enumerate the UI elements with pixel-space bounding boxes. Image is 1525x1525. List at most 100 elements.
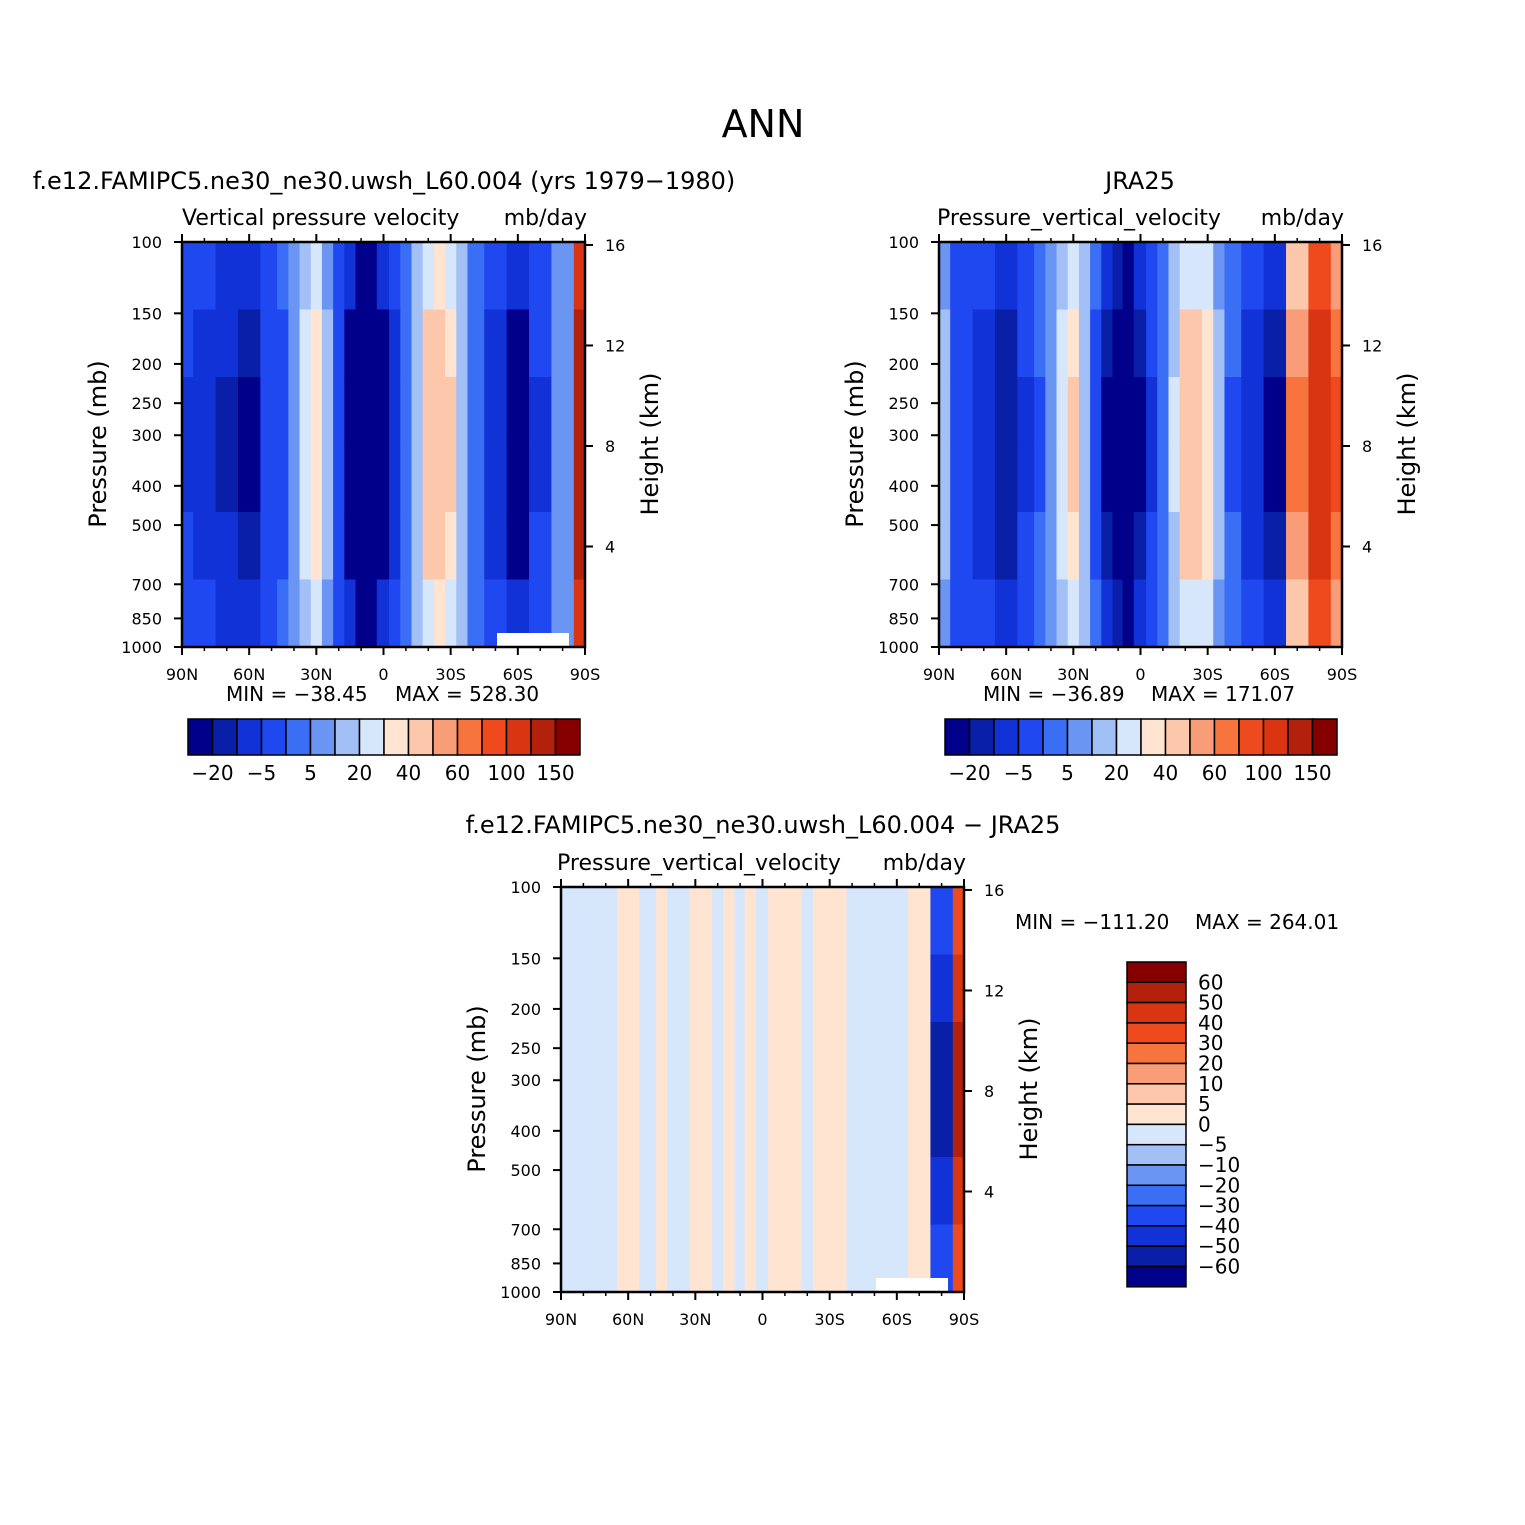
panel-obs-variable: Pressure_vertical_velocity bbox=[937, 206, 1221, 231]
panel-model-cell bbox=[422, 444, 435, 513]
panel-diff-cell bbox=[616, 1022, 640, 1090]
panel-obs-cell bbox=[1330, 512, 1342, 580]
panel-obs-cell bbox=[1090, 309, 1102, 378]
panel-diff-cell bbox=[678, 1157, 691, 1225]
panel-diff-variable: Pressure_vertical_velocity bbox=[557, 851, 841, 876]
panel-model-cell bbox=[376, 579, 390, 647]
panel-obs-colorbar-box bbox=[968, 718, 995, 756]
panel-obs-cell bbox=[1045, 242, 1058, 310]
panel-obs-cell bbox=[1112, 579, 1124, 647]
panel-diff-colorbar-label: −60 bbox=[1198, 1255, 1240, 1279]
panel-diff-cell bbox=[801, 954, 814, 1023]
panel-diff-cell bbox=[908, 1157, 931, 1225]
panel-obs-cell bbox=[1101, 512, 1114, 580]
panel-obs-cell bbox=[972, 309, 996, 378]
panel-model-cell bbox=[237, 242, 261, 310]
panel-model-colorbar-label: 5 bbox=[304, 761, 317, 785]
panel-model-cell bbox=[321, 444, 334, 513]
panel-diff-cell bbox=[768, 887, 780, 955]
panel-obs-cell bbox=[1263, 377, 1287, 445]
panel-obs-cell bbox=[1122, 512, 1135, 580]
panel-obs-colorbar-label: 5 bbox=[1061, 761, 1074, 785]
panel-obs-ytick-label: 250 bbox=[888, 394, 919, 413]
panel-diff-cell bbox=[744, 1089, 757, 1158]
panel-obs-ylabel: Pressure (mb) bbox=[841, 360, 869, 527]
panel-obs-cell bbox=[1168, 512, 1181, 580]
panel-obs-cell bbox=[1056, 309, 1069, 378]
panel-model-cell bbox=[456, 579, 468, 647]
panel-diff-min-label: MIN = −111.20 bbox=[1015, 910, 1169, 934]
panel-model-cell bbox=[193, 579, 217, 647]
panel-diff-cell bbox=[835, 1022, 847, 1090]
panel-obs-cell bbox=[972, 242, 996, 310]
panel-diff-y2tick-label: 8 bbox=[984, 1082, 994, 1101]
panel-obs-colorbar-box bbox=[1189, 718, 1216, 756]
panel-diff-missing-mask bbox=[876, 1278, 948, 1292]
panel-diff-colorbar-label: 40 bbox=[1198, 1011, 1223, 1035]
panel-diff-cell bbox=[885, 887, 909, 955]
panel-diff-cell bbox=[744, 1022, 757, 1090]
panel-model-cell bbox=[310, 377, 323, 445]
panel-diff-cell bbox=[790, 1224, 803, 1292]
panel-model-cell bbox=[299, 242, 312, 310]
panel-diff-cell bbox=[689, 1089, 702, 1158]
panel-obs-cell bbox=[950, 444, 974, 513]
panel-model-ytick-label: 250 bbox=[131, 394, 162, 413]
panel-diff-cell bbox=[572, 1157, 596, 1225]
panel-obs-cell bbox=[1286, 309, 1309, 378]
panel-model-cell bbox=[237, 512, 261, 580]
panel-model-y2tick-label: 16 bbox=[605, 236, 625, 255]
panel-diff-cell bbox=[779, 954, 791, 1023]
panel-diff-cell bbox=[863, 954, 887, 1023]
panel-obs-cell bbox=[1045, 377, 1058, 445]
panel-model-cell bbox=[182, 309, 194, 378]
panel-obs-cell bbox=[1224, 242, 1242, 310]
panel-diff-colorbar-box bbox=[1126, 981, 1187, 1004]
panel-obs-cell bbox=[1286, 444, 1309, 513]
panel-model-cell bbox=[365, 377, 378, 445]
panel-diff-cell bbox=[768, 1022, 780, 1090]
panel-diff-cell bbox=[846, 887, 864, 955]
panel-diff: f.e12.FAMIPC5.ne30_ne30.uwsh_L60.004 − J… bbox=[463, 811, 1339, 1329]
panel-diff-cell bbox=[801, 1089, 814, 1158]
panel-obs-cell bbox=[1112, 377, 1124, 445]
panel-diff-cell bbox=[835, 1157, 847, 1225]
panel-model-cell bbox=[321, 512, 334, 580]
panel-model-cell bbox=[506, 377, 530, 445]
panel-obs-cell bbox=[1168, 309, 1181, 378]
panel-model-cell bbox=[193, 444, 217, 513]
panel-model-y2tick-label: 4 bbox=[605, 537, 615, 556]
panel-model-cell bbox=[400, 309, 412, 378]
panel-model-cell bbox=[467, 242, 485, 310]
panel-diff-cell bbox=[561, 887, 573, 955]
panel-diff-cell bbox=[561, 954, 573, 1023]
panel-obs-cell bbox=[939, 444, 951, 513]
panel-obs-cell bbox=[1308, 512, 1332, 580]
panel-diff-cell bbox=[734, 1224, 746, 1292]
panel-obs-xtick-label: 30N bbox=[1057, 665, 1089, 684]
panel-diff-cell bbox=[885, 1022, 909, 1090]
panel-model-cell bbox=[467, 309, 485, 378]
panel-obs-xtick-label: 90N bbox=[923, 665, 955, 684]
panel-model-cell bbox=[411, 579, 424, 647]
panel-model-colorbar-label: −20 bbox=[191, 761, 233, 785]
panel-diff-cell bbox=[863, 1157, 887, 1225]
panel-model-cell bbox=[529, 377, 552, 445]
panel-model-cell bbox=[551, 444, 575, 513]
panel-obs-cell bbox=[1078, 579, 1091, 647]
panel-model-xtick-label: 90S bbox=[570, 665, 601, 684]
panel-obs-cell bbox=[1202, 242, 1214, 310]
panel-diff-cell bbox=[594, 1224, 618, 1292]
panel-diff-cell bbox=[723, 887, 736, 955]
panel-obs-cell bbox=[1202, 512, 1214, 580]
panel-model-cell bbox=[551, 242, 575, 310]
panel-diff-cell bbox=[812, 887, 825, 955]
panel-obs-cell bbox=[1112, 512, 1124, 580]
panel-diff-xtick-label: 0 bbox=[757, 1310, 767, 1329]
panel-diff-colorbar-box bbox=[1126, 1103, 1187, 1126]
panel-model-cell bbox=[260, 242, 278, 310]
panel-model-cell bbox=[456, 512, 468, 580]
panel-diff-cell bbox=[812, 1089, 825, 1158]
panel-diff-colorbar-box bbox=[1126, 1062, 1187, 1085]
